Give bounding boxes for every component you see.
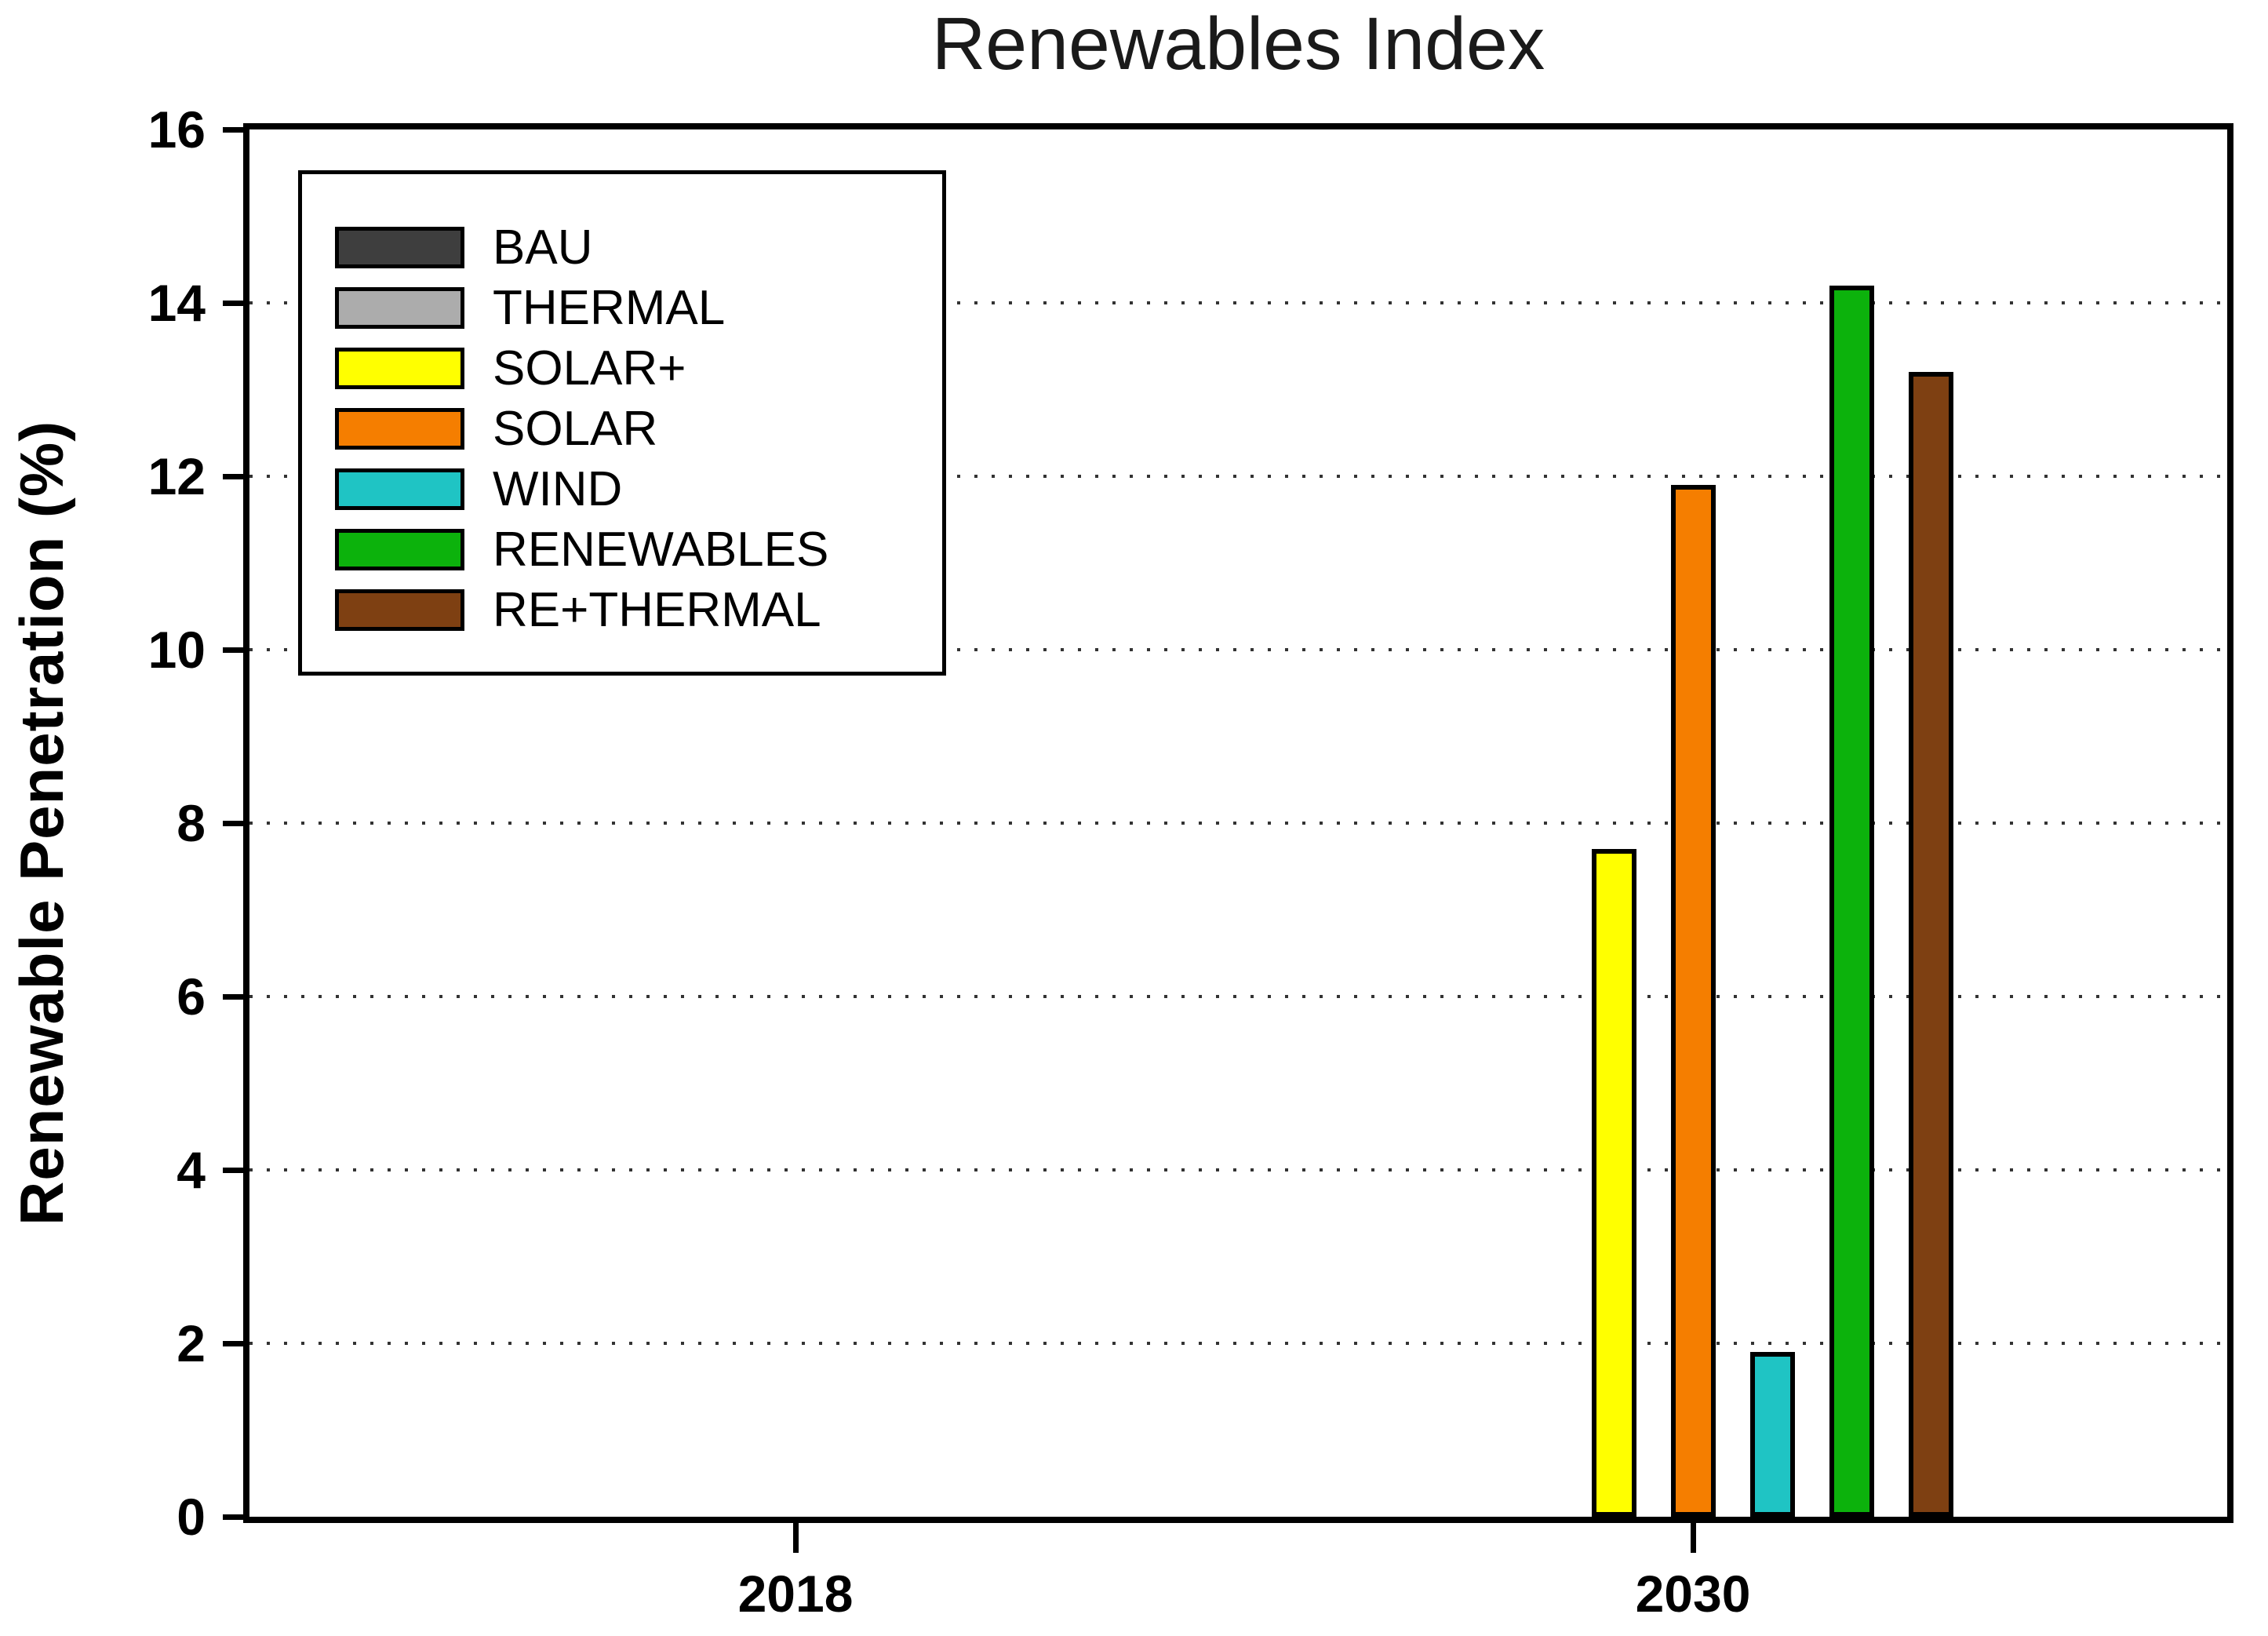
- y-tick-label: 6: [177, 967, 206, 1026]
- gridline-y14: [249, 301, 2227, 304]
- y-tick-label: 0: [177, 1488, 206, 1546]
- y-tick-label: 14: [147, 274, 206, 332]
- bar-renewables-2030: [1829, 286, 1874, 1517]
- x-axis-category-label: 2018: [737, 1565, 854, 1623]
- legend-item-thermal: THERMAL: [302, 278, 942, 338]
- bar-wind-2030: [1750, 1352, 1795, 1517]
- y-tick-label: 8: [177, 794, 206, 852]
- legend: BAU THERMAL SOLAR+ SOLAR WIND RENEWABLES RE+TH…: [298, 170, 946, 676]
- legend-swatch-solar: [335, 408, 464, 450]
- x-tick-mark: [793, 1523, 799, 1553]
- bar-solar-2030: [1592, 849, 1636, 1517]
- y-tick-mark: [223, 647, 244, 653]
- y-tick-label: 4: [177, 1141, 206, 1199]
- gridline-y12: [249, 475, 2227, 478]
- plot-area: [243, 123, 2233, 1523]
- legend-label: RE+THERMAL: [493, 582, 821, 637]
- y-tick-mark: [223, 474, 244, 479]
- legend-label: THERMAL: [493, 280, 726, 335]
- y-tick-mark: [223, 1514, 244, 1520]
- y-tick-label: 12: [147, 447, 206, 505]
- gridline-y2: [249, 1342, 2227, 1345]
- y-tick-mark: [223, 127, 244, 133]
- bar-re-thermal-2030: [1909, 372, 1953, 1517]
- y-tick-mark: [223, 1341, 244, 1346]
- legend-label: RENEWABLES: [493, 522, 829, 577]
- legend-item-solar: SOLAR+: [302, 338, 942, 399]
- legend-label: WIND: [493, 461, 623, 516]
- legend-swatch-bau: [335, 227, 464, 268]
- legend-swatch-thermal: [335, 287, 464, 329]
- x-axis-category-label: 2030: [1635, 1565, 1751, 1623]
- y-tick-label: 2: [177, 1314, 206, 1372]
- legend-label: BAU: [493, 220, 593, 275]
- x-tick-mark: [1691, 1523, 1696, 1553]
- y-tick-label: 16: [147, 100, 206, 158]
- bar-solar-2030: [1671, 485, 1716, 1517]
- legend-item-renewables: RENEWABLES: [302, 519, 942, 580]
- gridline-y6: [249, 995, 2227, 998]
- legend-item-re-thermal: RE+THERMAL: [302, 580, 942, 640]
- y-tick-label: 10: [147, 621, 206, 679]
- y-tick-mark: [223, 821, 244, 826]
- legend-label: SOLAR: [493, 401, 658, 456]
- legend-swatch-solar: [335, 348, 464, 389]
- gridline-y10: [249, 648, 2227, 651]
- legend-item-wind: WIND: [302, 459, 942, 519]
- legend-label: SOLAR+: [493, 341, 686, 395]
- y-tick-mark: [223, 1168, 244, 1173]
- legend-swatch-wind: [335, 468, 464, 510]
- y-tick-mark: [223, 301, 244, 306]
- legend-swatch-re-thermal: [335, 589, 464, 631]
- gridline-y4: [249, 1168, 2227, 1171]
- legend-item-solar: SOLAR: [302, 399, 942, 459]
- legend-swatch-renewables: [335, 529, 464, 570]
- legend-item-bau: BAU: [302, 217, 942, 278]
- gridline-y8: [249, 822, 2227, 825]
- chart-title: Renewables Index: [931, 2, 1545, 86]
- y-tick-mark: [223, 994, 244, 1000]
